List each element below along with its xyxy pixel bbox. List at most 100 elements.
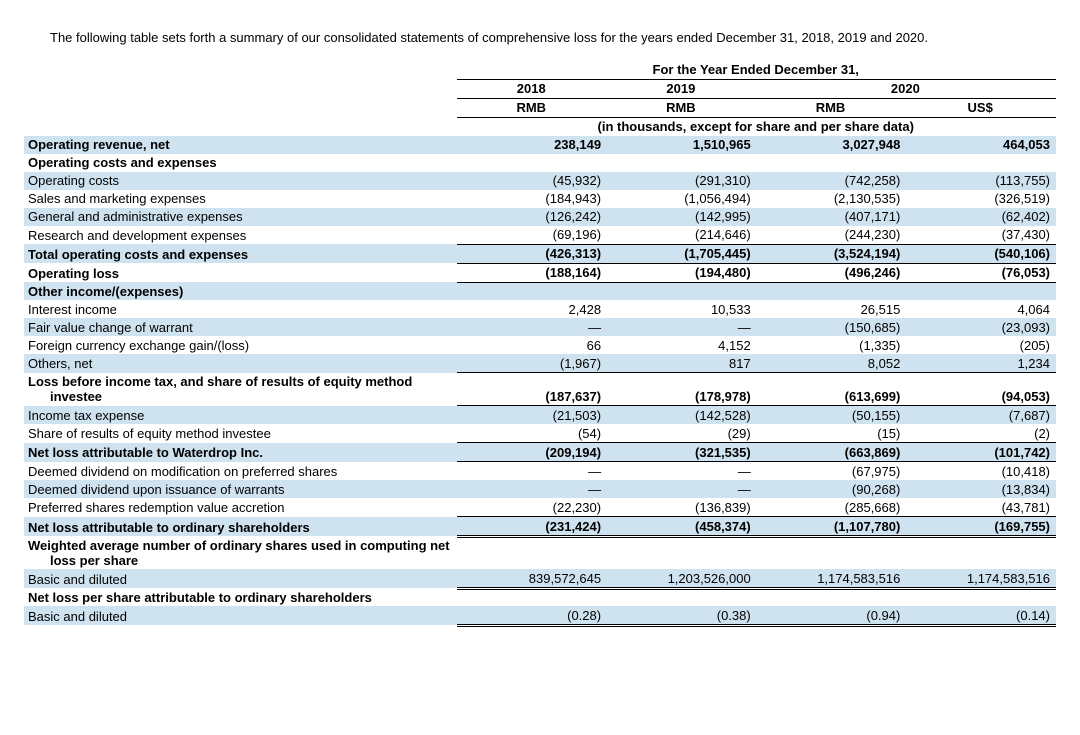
header-unit-0: RMB (457, 98, 607, 117)
row-value (906, 536, 1056, 569)
table-row: General and administrative expenses(126,… (24, 208, 1056, 226)
row-value: (69,196) (457, 226, 607, 245)
row-value: (0.38) (607, 606, 757, 625)
row-label: Operating costs and expenses (24, 154, 457, 172)
row-label: Income tax expense (24, 406, 457, 425)
table-row: Income tax expense(21,503)(142,528)(50,1… (24, 406, 1056, 425)
row-value: 817 (607, 354, 757, 373)
row-value: — (457, 318, 607, 336)
row-value (457, 588, 607, 606)
row-value: 238,149 (457, 136, 607, 154)
row-value: (126,242) (457, 208, 607, 226)
header-unit-1: RMB (607, 98, 757, 117)
row-value: (37,430) (906, 226, 1056, 245)
row-value: (613,699) (757, 373, 907, 406)
row-value: (321,535) (607, 443, 757, 462)
row-value (757, 588, 907, 606)
row-value: (231,424) (457, 517, 607, 537)
row-label: Research and development expenses (24, 226, 457, 245)
row-value: (0.28) (457, 606, 607, 625)
row-value: (244,230) (757, 226, 907, 245)
table-row: Research and development expenses(69,196… (24, 226, 1056, 245)
row-value (607, 536, 757, 569)
row-label: Interest income (24, 300, 457, 318)
table-row: Other income/(expenses) (24, 282, 1056, 300)
row-value (906, 154, 1056, 172)
row-value: (23,093) (906, 318, 1056, 336)
table-row: Share of results of equity method invest… (24, 424, 1056, 443)
row-label: General and administrative expenses (24, 208, 457, 226)
row-value: (188,164) (457, 263, 607, 282)
row-value: (178,978) (607, 373, 757, 406)
row-value (757, 154, 907, 172)
row-value (457, 154, 607, 172)
header-note: (in thousands, except for share and per … (457, 117, 1056, 136)
row-label: Total operating costs and expenses (24, 244, 457, 263)
row-value: (54) (457, 424, 607, 443)
row-value: 1,174,583,516 (906, 569, 1056, 588)
header-row-note: (in thousands, except for share and per … (24, 117, 1056, 136)
row-label: Sales and marketing expenses (24, 190, 457, 208)
row-value: (67,975) (757, 462, 907, 481)
row-value: (291,310) (607, 172, 757, 190)
row-value: (21,503) (457, 406, 607, 425)
table-row: Others, net(1,967)8178,0521,234 (24, 354, 1056, 373)
row-value: 4,064 (906, 300, 1056, 318)
table-row: Basic and diluted839,572,6451,203,526,00… (24, 569, 1056, 588)
row-value: 66 (457, 336, 607, 354)
intro-paragraph: The following table sets forth a summary… (24, 29, 1056, 47)
row-value: (142,995) (607, 208, 757, 226)
row-value (906, 588, 1056, 606)
financial-table: For the Year Ended December 31, 2018 201… (24, 61, 1056, 627)
table-row: Foreign currency exchange gain/(loss)664… (24, 336, 1056, 354)
row-value: (94,053) (906, 373, 1056, 406)
row-value: 1,203,526,000 (607, 569, 757, 588)
row-value: — (607, 462, 757, 481)
row-label: Deemed dividend on modification on prefe… (24, 462, 457, 481)
row-value: (205) (906, 336, 1056, 354)
row-value: (1,056,494) (607, 190, 757, 208)
row-value: (496,246) (757, 263, 907, 282)
row-value: (540,106) (906, 244, 1056, 263)
row-value: (1,705,445) (607, 244, 757, 263)
row-label: Weighted average number of ordinary shar… (24, 536, 457, 569)
row-label: Operating loss (24, 263, 457, 282)
row-value: (3,524,194) (757, 244, 907, 263)
header-year-2020: 2020 (757, 79, 1056, 98)
row-value: (113,755) (906, 172, 1056, 190)
table-row: Total operating costs and expenses(426,3… (24, 244, 1056, 263)
table-row: Operating costs(45,932)(291,310)(742,258… (24, 172, 1056, 190)
row-label: Preferred shares redemption value accret… (24, 498, 457, 517)
row-value: (326,519) (906, 190, 1056, 208)
row-value: (1,107,780) (757, 517, 907, 537)
row-label: Basic and diluted (24, 606, 457, 625)
row-value: (0.94) (757, 606, 907, 625)
row-value (607, 282, 757, 300)
row-value: (169,755) (906, 517, 1056, 537)
table-row: Net loss per share attributable to ordin… (24, 588, 1056, 606)
row-value: (194,480) (607, 263, 757, 282)
row-value: — (457, 480, 607, 498)
table-row: Preferred shares redemption value accret… (24, 498, 1056, 517)
row-value: (209,194) (457, 443, 607, 462)
row-label: Loss before income tax, and share of res… (24, 373, 457, 406)
row-value: (1,967) (457, 354, 607, 373)
table-row: Operating loss(188,164)(194,480)(496,246… (24, 263, 1056, 282)
row-value: (15) (757, 424, 907, 443)
header-unit-3: US$ (906, 98, 1056, 117)
row-label: Fair value change of warrant (24, 318, 457, 336)
header-row-units: RMB RMB RMB US$ (24, 98, 1056, 117)
row-label: Operating revenue, net (24, 136, 457, 154)
row-label: Share of results of equity method invest… (24, 424, 457, 443)
row-value: 1,510,965 (607, 136, 757, 154)
row-value (457, 536, 607, 569)
row-value: (22,230) (457, 498, 607, 517)
row-value: 2,428 (457, 300, 607, 318)
row-value (757, 536, 907, 569)
row-value: 1,174,583,516 (757, 569, 907, 588)
row-label: Net loss per share attributable to ordin… (24, 588, 457, 606)
row-value: (62,402) (906, 208, 1056, 226)
table-row: Interest income2,42810,53326,5154,064 (24, 300, 1056, 318)
row-value: 10,533 (607, 300, 757, 318)
row-value: (663,869) (757, 443, 907, 462)
